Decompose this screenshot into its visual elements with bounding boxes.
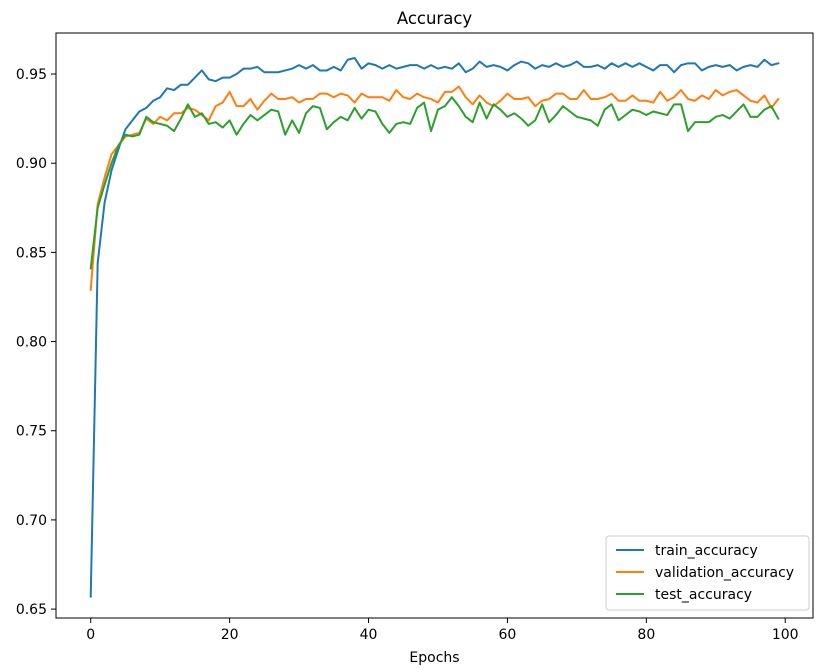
x-axis-ticks: 0 20 40 60 80 100 [86,618,799,643]
legend-box [605,535,810,611]
y-tick-label: 0.75 [16,424,47,440]
x-tick-label: 20 [221,627,239,643]
plot-area-frame [55,32,814,619]
series-line-train-accuracy [89,56,780,598]
x-tick-label: 100 [772,627,799,643]
series-lines [89,56,780,598]
legend-label: validation_accuracy [655,565,794,581]
x-tick-label: 0 [86,627,95,643]
y-tick-label: 0.70 [16,513,47,529]
y-tick-label: 0.90 [16,156,47,172]
chart-legend: train_accuracy validation_accuracy test_ac… [605,535,810,611]
x-tick-label: 40 [360,627,378,643]
y-tick-label: 0.65 [16,602,47,618]
chart-title: Accuracy [397,9,473,28]
y-tick-label: 0.85 [16,245,47,261]
legend-label: train_accuracy [655,543,758,559]
series-line-test-accuracy [89,96,780,270]
x-tick-label: 60 [499,627,517,643]
legend-label: test_accuracy [655,587,752,603]
x-axis-label: Epochs [409,650,459,666]
y-tick-label: 0.95 [16,67,47,83]
x-tick-label: 80 [637,627,655,643]
y-tick-label: 0.80 [16,335,47,351]
y-axis-ticks: 0.65 0.70 0.75 0.80 0.85 0.90 0.95 [16,67,56,618]
